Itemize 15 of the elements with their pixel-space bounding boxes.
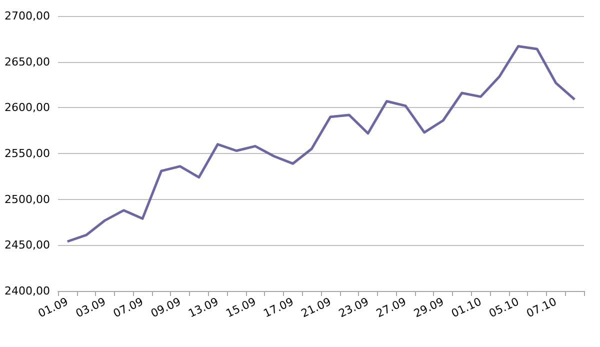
y-tick-label: 2550,00 [4,147,50,160]
y-tick-label: 2400,00 [4,284,50,298]
y-tick-label: 2650,00 [4,55,50,68]
x-tick-label: 07.10 [524,295,559,320]
y-tick-label: 2700,00 [4,10,50,22]
y-tick-label: 2450,00 [4,238,50,252]
x-tick-label: 07.09 [111,295,146,320]
y-tick-label: 2500,00 [4,192,50,206]
x-tick-label: 09.09 [148,295,183,320]
x-tick-label: 01.10 [449,295,484,320]
x-tick-label: 05.10 [487,295,522,320]
line-series [66,45,576,243]
x-tick-label: 01.09 [36,295,70,320]
x-tick-label: 03.09 [74,295,108,320]
y-tick-label: 2600,00 [4,101,50,114]
